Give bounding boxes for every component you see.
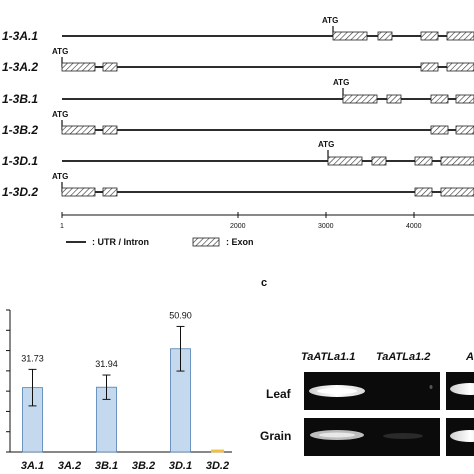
exon [61, 125, 96, 135]
transcript-label: 1-3A.1 [2, 29, 38, 43]
exon [327, 156, 363, 166]
transcript-row: 1-3B.2 ATG [2, 110, 474, 137]
atg-label: ATG [322, 16, 338, 25]
gel-faint-band [383, 433, 423, 439]
legend-exon-swatch [192, 237, 220, 247]
exon [414, 187, 433, 197]
atg-label: ATG [52, 110, 68, 119]
legend-utr-intron: : UTR / Intron [92, 237, 149, 247]
exon [440, 187, 474, 197]
atg-label: ATG [52, 47, 68, 56]
transcript-row: 1-3A.1 ATG [2, 16, 474, 43]
y-axis-ticks [6, 309, 10, 453]
exon [446, 62, 474, 72]
exon [446, 31, 474, 41]
gel-column-label: A [465, 351, 474, 363]
legend-exon: : Exon [226, 237, 254, 247]
x-tick-label: 3B.2 [132, 460, 155, 472]
exon [342, 94, 378, 104]
transcript-label: 1-3A.2 [2, 60, 38, 74]
exon [440, 156, 474, 166]
x-tick-label: 3A.2 [58, 460, 81, 472]
bar [211, 449, 224, 453]
scale-tick-label: 3000 [318, 223, 334, 230]
transcript-label: 1-3D.2 [2, 185, 38, 199]
transcript-label: 1-3B.1 [2, 92, 38, 106]
atg-label: ATG [318, 140, 334, 149]
gel-band [450, 383, 474, 395]
gel-row-label: Leaf [266, 387, 292, 401]
gel-band-core [319, 432, 355, 438]
transcript-label: 1-3B.2 [2, 123, 38, 137]
gel-column-label: TaATLa1.1 [301, 351, 355, 363]
exon [102, 62, 118, 72]
transcript-row: 1-3D.2 ATG [2, 172, 474, 199]
gel-panel: TaATLa1.1 TaATLa1.2 A Leaf Grain [260, 351, 474, 456]
bar-series: 31.73 3A.1 3A.2 31.94 3B.1 3B.2 50.90 3D.1 3D.2 [21, 310, 229, 472]
exon [430, 94, 449, 104]
exon [102, 125, 118, 135]
exon [420, 62, 439, 72]
atg-label: ATG [52, 172, 68, 181]
exon [414, 156, 433, 166]
gel-band-core [317, 388, 357, 394]
x-tick-label: 3A.1 [21, 460, 44, 472]
exon [377, 31, 393, 41]
x-tick-label: 3D.1 [169, 460, 192, 472]
transcript-label: 1-3D.1 [2, 154, 38, 168]
exon [386, 94, 402, 104]
data-label: 50.90 [169, 310, 192, 320]
exon [371, 156, 387, 166]
atg-label: ATG [333, 78, 349, 87]
exon [430, 125, 449, 135]
exon [332, 31, 368, 41]
exon [61, 187, 96, 197]
data-label: 31.94 [95, 359, 118, 369]
legend: : UTR / Intron : Exon [66, 237, 254, 247]
transcript-row: 1-3A.2 ATG [2, 47, 474, 74]
x-tick-label: 3B.1 [95, 460, 118, 472]
exon [61, 62, 96, 72]
data-label: 31.73 [21, 353, 44, 363]
scale-tick-label: 4000 [406, 223, 422, 230]
transcript-row: 1-3B.1 ATG [2, 78, 474, 106]
expression-bar-chart: 31.73 3A.1 3A.2 31.94 3B.1 3B.2 50.90 3D.1 3D.2 [6, 309, 232, 472]
scale-axis: 1 2000 3000 4000 [60, 212, 474, 230]
scale-tick-label: 2000 [230, 223, 246, 230]
gene-structure-panel: 1-3A.1 ATG 1-3A.2 ATG 1-3B.1 ATG [2, 16, 474, 247]
exon [102, 187, 118, 197]
gel-speck [429, 385, 433, 389]
exon [420, 31, 439, 41]
gel-column-label: TaATLa1.2 [376, 351, 430, 363]
x-tick-label: 3D.2 [206, 460, 229, 472]
scale-tick-label: 1 [60, 223, 64, 230]
transcript-row: 1-3D.1 ATG [2, 140, 474, 168]
panel-label-c: c [261, 277, 267, 289]
exon [455, 125, 474, 135]
gel-band [450, 430, 474, 442]
gel-row-label: Grain [260, 429, 291, 443]
exon [455, 94, 474, 104]
